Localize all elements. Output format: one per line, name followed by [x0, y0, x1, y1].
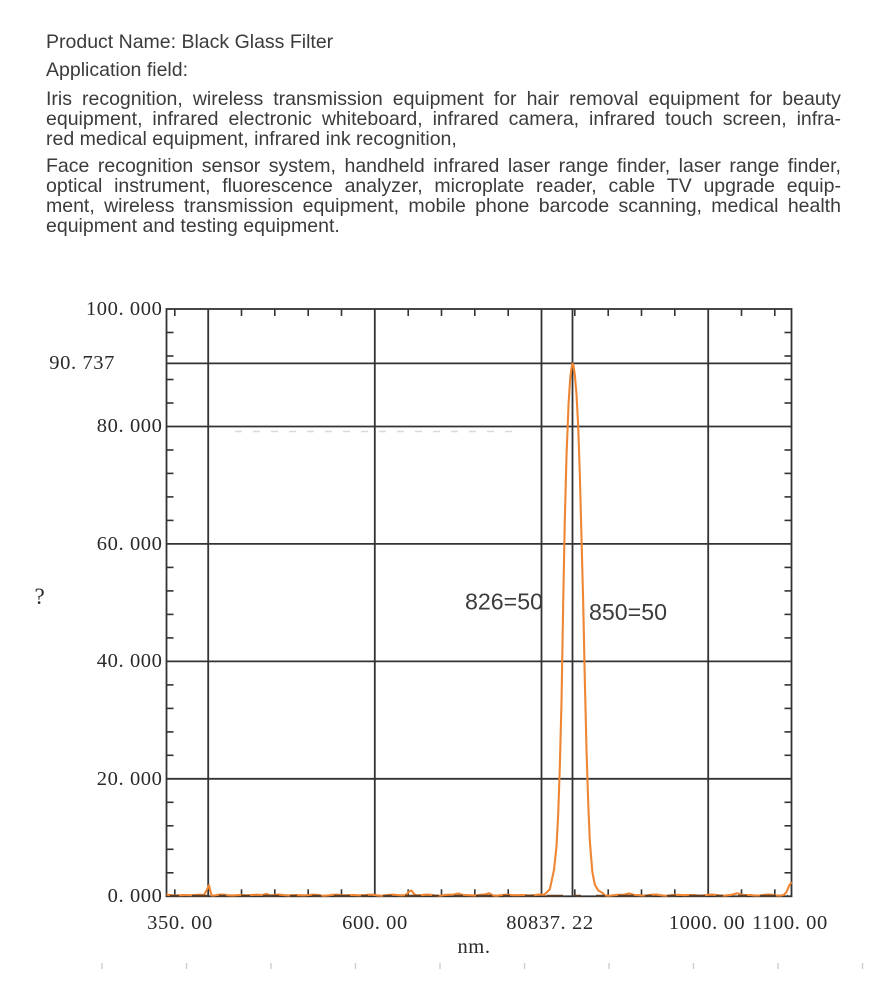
svg-text:850=50: 850=50 [589, 599, 667, 625]
svg-text:826=50: 826=50 [465, 589, 543, 615]
svg-text:600. 00: 600. 00 [342, 912, 408, 934]
svg-text:80. 000: 80. 000 [97, 415, 163, 437]
svg-text:40. 000: 40. 000 [97, 650, 163, 672]
svg-text:80837. 22: 80837. 22 [506, 912, 593, 934]
svg-text:60. 000: 60. 000 [97, 533, 163, 555]
svg-text:1000. 00: 1000. 00 [669, 912, 746, 934]
svg-text:1100. 00: 1100. 00 [752, 912, 828, 934]
svg-text:?: ? [35, 584, 45, 609]
svg-text:20. 000: 20. 000 [97, 768, 163, 790]
svg-text:0. 000: 0. 000 [108, 885, 163, 907]
svg-text:100. 000: 100. 000 [86, 298, 163, 320]
svg-text:350. 00: 350. 00 [147, 912, 213, 934]
svg-text:nm.: nm. [457, 936, 490, 958]
svg-text:90. 737: 90. 737 [49, 352, 115, 374]
